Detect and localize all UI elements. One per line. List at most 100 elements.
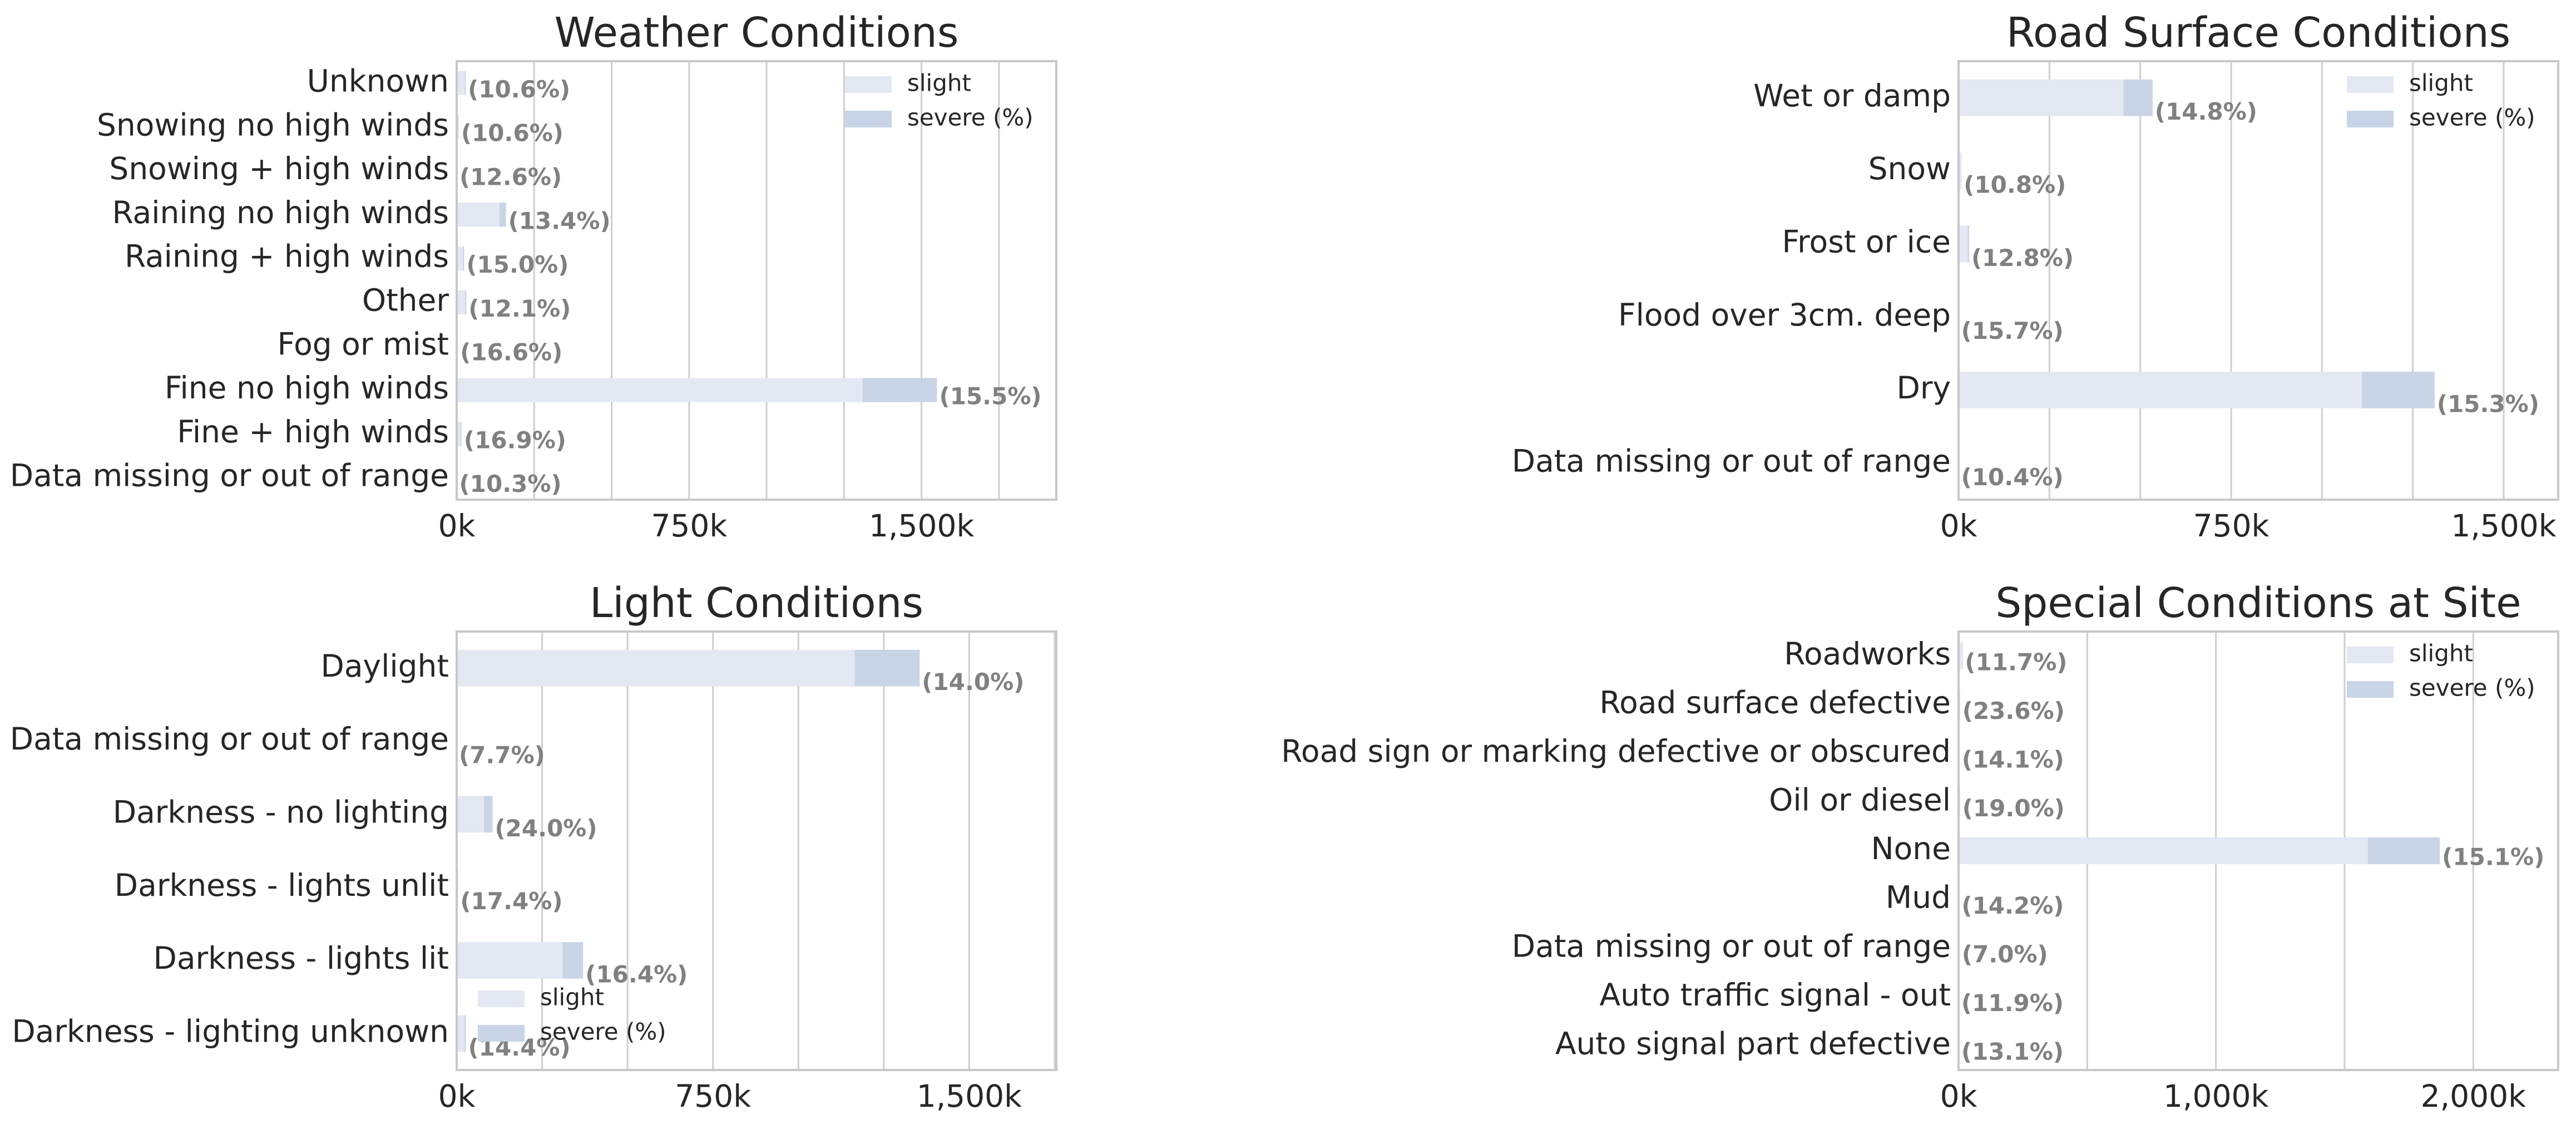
category-label: Fine no high winds (165, 370, 449, 406)
axes-frame (1957, 60, 2559, 501)
x-tick-label: 1,500k (917, 1078, 1022, 1114)
category-label: Auto signal part defective (1555, 1026, 1951, 1061)
percent-label: (13.1%) (1961, 1038, 2064, 1066)
axes-frame (456, 630, 1057, 1071)
axes-frame (456, 60, 1057, 501)
x-tick-label: 750k (675, 1078, 751, 1114)
percent-label: (14.2%) (1961, 892, 2064, 919)
category-label: Flood over 3cm. deep (1618, 297, 1951, 333)
bar-severe (2123, 79, 2153, 116)
percent-label: (15.7%) (1961, 317, 2064, 344)
category-label: Other (362, 283, 449, 318)
legend-swatch (478, 990, 525, 1007)
legend-label: severe (%) (2409, 674, 2535, 702)
x-tick-label: 0k (438, 1078, 476, 1114)
legend-label: slight (540, 984, 604, 1011)
percent-label: (11.7%) (1965, 648, 2067, 676)
category-label: Unknown (307, 63, 449, 99)
panel-light-conditions: Light Conditions Daylight (14.0%) Data mis… (10, 579, 1057, 1114)
x-tick-label: 1,500k (2451, 508, 2556, 544)
bar-severe (463, 246, 464, 271)
category-label: Fog or mist (277, 326, 449, 362)
bar-severe (2362, 372, 2435, 408)
percent-label: (7.7%) (459, 742, 545, 769)
category-label: Frost or ice (1782, 224, 1951, 259)
legend-swatch (2347, 111, 2394, 127)
percent-label: (24.0%) (495, 815, 597, 842)
bar-slight (457, 796, 484, 833)
category-label: Roadworks (1784, 636, 1951, 672)
category-label: Data missing or out of range (10, 721, 449, 757)
percent-label: (14.1%) (1962, 746, 2064, 773)
bar-slight (457, 290, 466, 315)
bar-severe (484, 796, 493, 833)
category-label: Snow (1868, 151, 1951, 186)
bar-slight (1959, 225, 1968, 263)
percent-label: (12.8%) (1971, 244, 2074, 272)
legend-label: slight (2409, 640, 2473, 667)
bar-severe (464, 71, 466, 96)
x-tick-label: 0k (438, 508, 476, 544)
percent-label: (11.9%) (1961, 989, 2064, 1017)
percent-label: (17.4%) (460, 888, 562, 915)
legend-swatch (845, 76, 892, 93)
chart-title: Road Surface Conditions (2006, 9, 2510, 57)
percent-label: (14.0%) (922, 668, 1024, 696)
legend-swatch (2347, 647, 2394, 663)
category-label: Data missing or out of range (10, 458, 449, 494)
percent-label: (12.6%) (459, 164, 562, 191)
bar-slight (457, 71, 465, 96)
x-tick-label: 0k (1940, 1078, 1977, 1114)
category-label: Raining no high winds (112, 195, 449, 230)
chart-title: Light Conditions (590, 579, 923, 627)
x-tick-label: 0k (1940, 508, 1977, 544)
bar-slight (457, 649, 855, 687)
category-label: Oil or diesel (1769, 782, 1951, 818)
category-label: Dry (1896, 370, 1951, 406)
x-tick-label: 750k (2193, 508, 2270, 544)
category-label: Darkness - lights unlit (115, 867, 449, 903)
category-label: Snowing no high winds (97, 107, 449, 142)
percent-label: (16.9%) (464, 426, 566, 453)
category-label: Daylight (320, 648, 449, 684)
chart-title: Weather Conditions (555, 9, 959, 57)
bar-slight (1959, 837, 2368, 865)
percent-label: (7.0%) (1962, 941, 2048, 968)
percent-label: (10.4%) (1961, 464, 2064, 491)
legend-swatch (2347, 76, 2394, 93)
x-tick-label: 1,000k (2163, 1078, 2268, 1114)
category-label: None (1871, 831, 1951, 866)
percent-label: (12.1%) (468, 295, 571, 322)
legend-swatch (2347, 681, 2394, 698)
percent-label: (15.1%) (2442, 844, 2544, 871)
category-label: Road surface defective (1599, 684, 1951, 720)
category-label: Darkness - no lighting (113, 794, 449, 830)
percent-label: (14.8%) (2155, 98, 2257, 125)
percent-label: (16.4%) (585, 961, 688, 988)
category-label: Data missing or out of range (1512, 928, 1951, 964)
chart-title: Special Conditions at Site (1995, 579, 2521, 627)
category-label: Darkness - lights lit (154, 940, 449, 976)
category-label: Raining + high winds (125, 239, 449, 274)
bar-slight (457, 203, 500, 227)
bar-slight (457, 942, 563, 979)
category-label: Auto traffic signal - out (1599, 977, 1951, 1013)
legend-swatch (845, 111, 892, 127)
x-tick-label: 750k (651, 508, 727, 544)
category-label: Mud (1886, 880, 1951, 915)
percent-label: (23.6%) (1962, 697, 2065, 724)
category-label: Snowing + high winds (109, 151, 449, 186)
percent-label: (10.6%) (468, 76, 570, 103)
legend-label: severe (%) (2409, 104, 2535, 131)
bar-severe (461, 422, 462, 446)
bar-slight (1959, 152, 1961, 189)
bar-severe (458, 115, 459, 139)
bar-slight (1959, 642, 1962, 669)
percent-label: (10.8%) (1964, 171, 2066, 199)
bar-slight (457, 246, 463, 271)
percent-label: (15.5%) (940, 383, 1042, 410)
legend-label: severe (%) (540, 1018, 666, 1046)
percent-label: (10.3%) (459, 470, 562, 497)
bar-severe (862, 378, 937, 402)
